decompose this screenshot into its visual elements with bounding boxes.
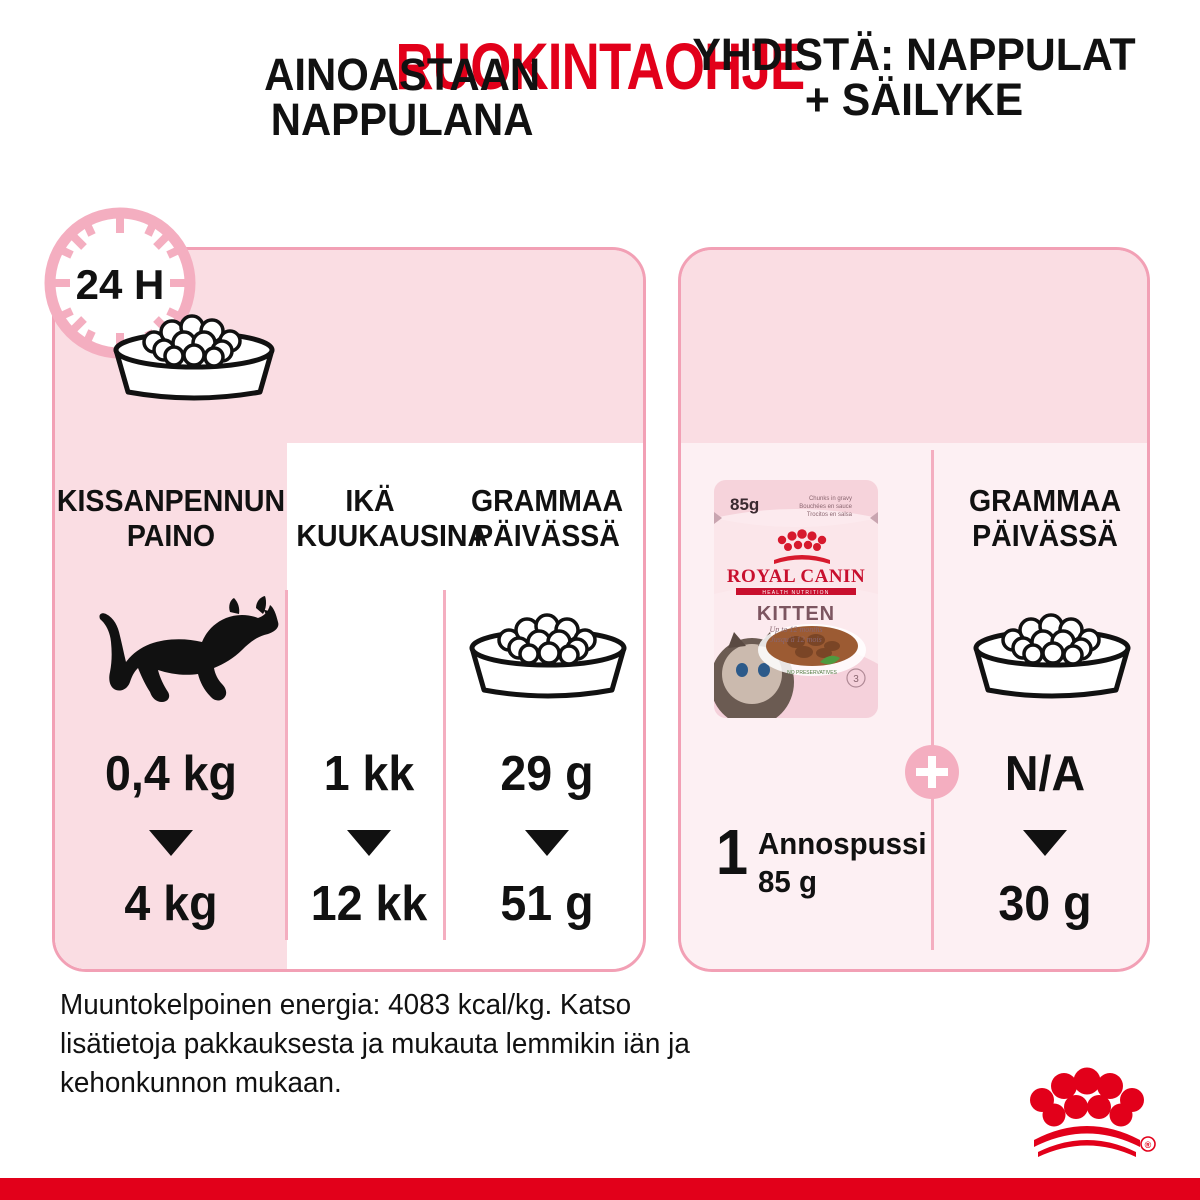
pouch-subtitle-fr: Jusqu'à 12 mois <box>770 635 822 644</box>
kitten-wet-food-pouch[interactable]: ROYAL CANIN HEALTH NUTRITION KITTEN Up t… <box>700 474 892 724</box>
sachet-count: 1 <box>716 816 749 888</box>
value-age-min: 1 kk <box>323 747 415 801</box>
column-header-grams-wet: GRAMMAA PÄIVÄSSÄ <box>968 483 1122 553</box>
panel-mixed-feeding <box>678 247 1150 972</box>
range-arrow-icon <box>347 830 391 856</box>
pouch-texture-fr: Bouchées en sauce <box>799 504 852 510</box>
left-panel-heading: AINOASTAAN NAPPULANA <box>264 49 541 145</box>
footnote-text: Muuntokelpoinen energia: 4083 kcal/kg. K… <box>60 989 690 1100</box>
column-divider <box>931 450 934 950</box>
bottom-accent-bar <box>0 1178 1200 1200</box>
page-title: RUOKINTAOHJE <box>395 29 806 103</box>
plus-icon <box>905 745 959 799</box>
pouch-subtitle-en: Up to 12 months <box>769 625 822 634</box>
right-panel-heading: YHDISTÄ: NAPPULAT + SÄILYKE <box>692 29 1136 125</box>
range-arrow-icon <box>525 830 569 856</box>
dry-food-bowl-icon <box>469 613 627 699</box>
pouch-texture-es: Trocitos en salsa <box>807 512 853 518</box>
kitten-silhouette-icon <box>99 596 279 702</box>
sachet-quantity: 1 Annospussi 85 g <box>716 816 927 930</box>
panel-dry-food-only <box>52 247 646 972</box>
pouch-tagline: HEALTH NUTRITION <box>762 590 829 596</box>
pouch-claim: NO PRESERVATIVES <box>787 670 837 676</box>
value-grams-min: 29 g <box>500 747 594 801</box>
pouch-texture-en: Chunks in gravy <box>809 496 852 502</box>
pouch-age-mark: 3 <box>853 674 859 685</box>
dry-food-bowl-icon <box>113 314 275 401</box>
column-header-age: IKÄ KUUKAUSINA <box>296 483 489 553</box>
value-wet-grams-max: 30 g <box>998 877 1092 931</box>
value-wet-grams-min: N/A <box>1004 747 1086 801</box>
value-weight-max: 4 kg <box>124 877 218 931</box>
clock-badge-label: 24 H <box>76 261 165 308</box>
column-divider <box>443 590 446 940</box>
column-header-grams: GRAMMAA PÄIVÄSSÄ <box>470 483 624 553</box>
dry-food-bowl-icon <box>973 613 1131 699</box>
value-grams-max: 51 g <box>500 877 594 931</box>
trademark-symbol: ® <box>1145 1140 1152 1150</box>
right-panel-header <box>681 250 1147 443</box>
column-divider <box>285 590 288 940</box>
sachet-label: Annospussi <box>758 826 927 861</box>
royal-canin-crown-logo: ® <box>1030 1067 1156 1157</box>
value-weight-min: 0,4 kg <box>105 747 237 801</box>
pouch-range: KITTEN <box>757 603 835 625</box>
range-arrow-icon <box>149 830 193 856</box>
sachet-weight: 85 g <box>758 864 817 899</box>
left-panel-body <box>55 443 643 969</box>
column-header-weight: KISSANPENNUN PAINO <box>56 483 286 553</box>
pouch-weight-badge: 85g <box>730 495 759 514</box>
pouch-brand: ROYAL CANIN <box>727 566 865 587</box>
range-arrow-icon <box>1023 830 1067 856</box>
value-age-max: 12 kk <box>310 877 428 931</box>
weight-column-background <box>55 443 287 969</box>
